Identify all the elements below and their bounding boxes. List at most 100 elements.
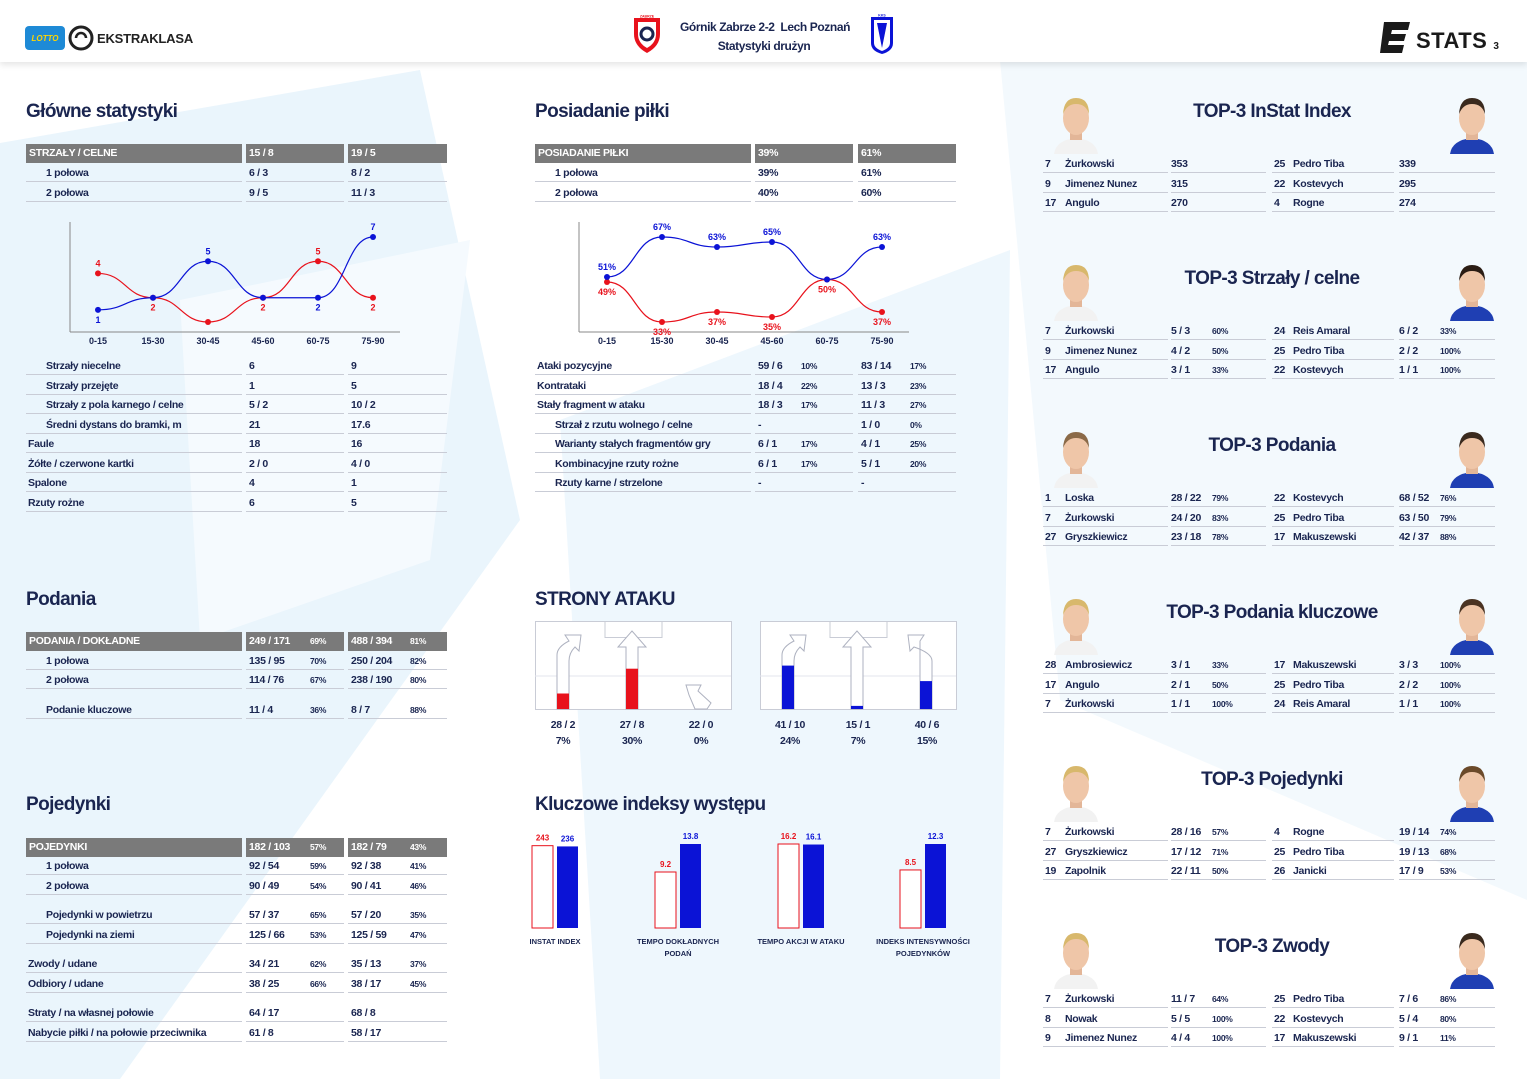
passes-stat-away: 8 / 7 88% xyxy=(348,702,447,719)
top3-away-value-value: 6 / 2 xyxy=(1399,325,1418,337)
attack-arrow xyxy=(556,634,582,710)
top3-away-value: 6 / 2 33% xyxy=(1399,323,1495,340)
possession-stat-away-value: 4 / 1 xyxy=(861,438,880,450)
top3-away-value-value: 68 / 52 xyxy=(1399,492,1430,504)
attack-sides-home-pitch xyxy=(535,621,732,710)
top3-away-player-name: Pedro Tiba xyxy=(1293,993,1345,1005)
top3-away-value-pct: 100% xyxy=(1440,679,1461,690)
chart-x-tick-label: 75-90 xyxy=(870,336,893,346)
possession-stat-home: - xyxy=(755,417,853,434)
top3-away-value-value: 17 / 9 xyxy=(1399,865,1424,877)
chart-data-label: 51% xyxy=(598,262,616,272)
shots-half-home: 9 / 5 xyxy=(246,185,344,202)
key-index-home-label: 8.5 xyxy=(905,858,917,867)
ball-icon xyxy=(68,25,94,51)
duels-header-label: POJEDYNKI xyxy=(26,838,242,857)
duels-stat-home-pct: 53% xyxy=(310,930,327,940)
chart-data-label: 37% xyxy=(873,317,891,327)
chart-data-label: 2 xyxy=(370,303,375,313)
top3-away-value-value: 9 / 1 xyxy=(1399,1032,1418,1044)
possession-stat-label: Ataki pozycyjne xyxy=(535,358,751,375)
top3-home-value-value: 2 / 1 xyxy=(1171,678,1190,691)
away-player-photo xyxy=(1450,933,1494,989)
top3-away-value: 274 xyxy=(1399,195,1495,212)
chart-data-label: 49% xyxy=(598,287,616,297)
duels-stat-away-pct: 46% xyxy=(410,881,427,891)
top3-home-player-name: Loska xyxy=(1065,492,1094,504)
main-stat-away: 5 xyxy=(348,495,447,512)
top3-home-player-name: Angulo xyxy=(1065,678,1100,691)
possession-stat-label: Strzał z rzutu wolnego / celne xyxy=(535,417,751,434)
home-player-photo xyxy=(1054,265,1098,321)
chart-series-line xyxy=(606,236,883,281)
top3-home-player-name: Ambrosiewicz xyxy=(1065,659,1133,671)
possession-stat-home: - xyxy=(755,475,853,492)
duels-stat-away-value: 90 / 41 xyxy=(351,880,382,892)
attack-side-away-value: 15 / 1 xyxy=(845,719,871,731)
home-player-photo xyxy=(1054,766,1098,822)
top3-home-value: 22 / 11 50% xyxy=(1171,863,1266,880)
top3-away-value: 7 / 6 86% xyxy=(1399,991,1495,1008)
away-player-photo xyxy=(1450,98,1494,154)
top3-away-player: 17 xyxy=(1272,529,1394,546)
key-index-category-label: INSTAT INDEX xyxy=(530,937,581,946)
page-header: LOTTO EKSTRAKLASA ZABRZE Górnik Zabrze 2… xyxy=(0,0,1527,62)
top3-away-value: 63 / 50 79% xyxy=(1399,510,1495,527)
passes-stat-home: 11 / 4 36% xyxy=(246,702,344,719)
possession-half-away: 60% xyxy=(858,185,956,202)
main-stat-home: 4 xyxy=(246,475,344,492)
chart-data-label: 7 xyxy=(370,222,375,232)
top3-title: TOP-3 Podania kluczowe xyxy=(1166,602,1378,623)
chart-data-label: 63% xyxy=(708,232,726,242)
shots-half-label: 1 połowa xyxy=(26,165,242,182)
lech-crest-icon: KKS xyxy=(871,14,893,54)
top3-away-value: 68 / 52 76% xyxy=(1399,490,1495,507)
top3-home-player: 1 xyxy=(1043,490,1168,507)
attack-side-home-value: 28 / 2 xyxy=(550,719,576,731)
key-index-home-label: 16.2 xyxy=(781,832,797,841)
top3-home-value: 23 / 18 78% xyxy=(1171,529,1266,546)
chart-data-point xyxy=(370,234,376,240)
passes-header-home-value: 249 / 171 xyxy=(249,635,291,647)
chart-data-point xyxy=(879,309,885,315)
top3-away-value: 1 / 1 100% xyxy=(1399,696,1495,713)
top3-away-value: 42 / 37 88% xyxy=(1399,529,1495,546)
main-stat-label: Strzały niecelne xyxy=(26,358,242,375)
top3-home-value-value: 23 / 18 xyxy=(1171,531,1202,543)
attack-arrow xyxy=(841,630,873,710)
top3-away-value: 5 / 4 80% xyxy=(1399,1011,1495,1028)
duels-stat-home-value: 64 / 17 xyxy=(249,1007,280,1019)
top3-home-value: 5 / 3 60% xyxy=(1171,323,1266,340)
chart-data-point xyxy=(150,294,156,301)
top3-away-player: 24 xyxy=(1272,696,1394,713)
shots-half-label: 2 połowa xyxy=(26,185,242,202)
possession-stat-home-pct: 17% xyxy=(801,439,818,449)
top3-away-player: 25 xyxy=(1272,991,1394,1008)
top3-away-player-name: Janicki xyxy=(1293,865,1327,877)
top3-home-value-value: 4 / 4 xyxy=(1171,1032,1190,1044)
top3-home-value: 353 xyxy=(1171,156,1266,173)
main-stat-label: Żółte / czerwone kartki xyxy=(26,456,242,473)
shots-half-away: 11 / 3 xyxy=(348,185,447,202)
possession-stat-home-value: - xyxy=(758,477,762,489)
chart-data-point xyxy=(205,319,211,325)
passes-stat-label: 1 połowa xyxy=(26,653,242,670)
top3-home-value-pct: 50% xyxy=(1212,866,1229,876)
top3-away-value-value: 7 / 6 xyxy=(1399,993,1418,1005)
duels-stat-away-value: 35 / 13 xyxy=(351,958,382,970)
duels-header-away-value: 182 / 79 xyxy=(351,841,387,853)
top3-title: TOP-3 Podania xyxy=(1208,435,1337,456)
attack-arrow xyxy=(685,684,712,710)
possession-stat-label: Rzuty karne / strzelone xyxy=(535,475,751,492)
passes-header-away-pct: 81% xyxy=(410,636,427,646)
stats-logo: STATS 3 xyxy=(1378,20,1499,54)
top3-away-value: 339 xyxy=(1399,156,1495,173)
top3-away-player: 22 xyxy=(1272,490,1394,507)
top3-home-value: 2 / 1 50% xyxy=(1171,677,1266,694)
main-stat-away: 1 xyxy=(348,475,447,492)
top3-away-value-pct: 68% xyxy=(1440,846,1457,857)
main-stats-title: Główne statystyki xyxy=(26,101,178,122)
chart-data-point xyxy=(769,239,775,245)
ekstraklasa-logo: LOTTO EKSTRAKLASA xyxy=(25,25,193,51)
chart-data-point xyxy=(370,294,376,301)
